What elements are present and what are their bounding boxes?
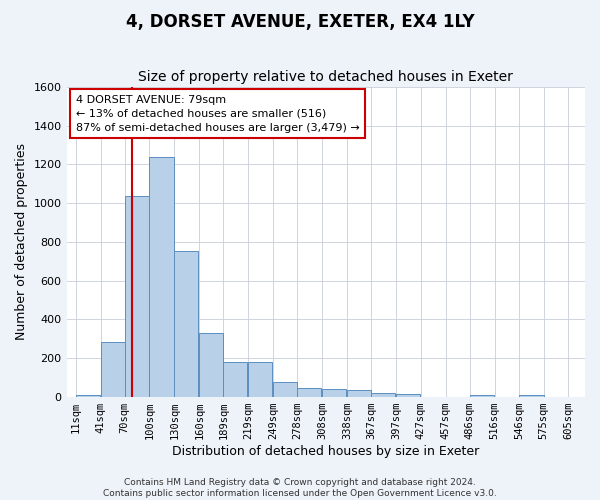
Bar (101, 342, 125, 396)
Bar (76, 394, 100, 396)
Bar (273, 382, 297, 396)
Bar (520, 394, 544, 396)
Bar (199, 332, 223, 396)
Text: Contains HM Land Registry data © Crown copyright and database right 2024.
Contai: Contains HM Land Registry data © Crown c… (103, 478, 497, 498)
Bar (297, 388, 321, 396)
Bar (371, 392, 395, 396)
Bar (149, 156, 173, 396)
Bar (125, 196, 149, 396)
Text: 4, DORSET AVENUE, EXETER, EX4 1LY: 4, DORSET AVENUE, EXETER, EX4 1LY (125, 12, 475, 30)
Bar (322, 389, 346, 396)
Bar (223, 362, 247, 396)
Bar (396, 394, 420, 396)
Bar (347, 390, 371, 396)
Title: Size of property relative to detached houses in Exeter: Size of property relative to detached ho… (139, 70, 513, 85)
Bar (470, 394, 494, 396)
Y-axis label: Number of detached properties: Number of detached properties (15, 144, 28, 340)
X-axis label: Distribution of detached houses by size in Exeter: Distribution of detached houses by size … (172, 444, 479, 458)
Bar (248, 362, 272, 396)
Bar (175, 252, 199, 396)
Text: 4 DORSET AVENUE: 79sqm
← 13% of detached houses are smaller (516)
87% of semi-de: 4 DORSET AVENUE: 79sqm ← 13% of detached… (76, 95, 359, 133)
